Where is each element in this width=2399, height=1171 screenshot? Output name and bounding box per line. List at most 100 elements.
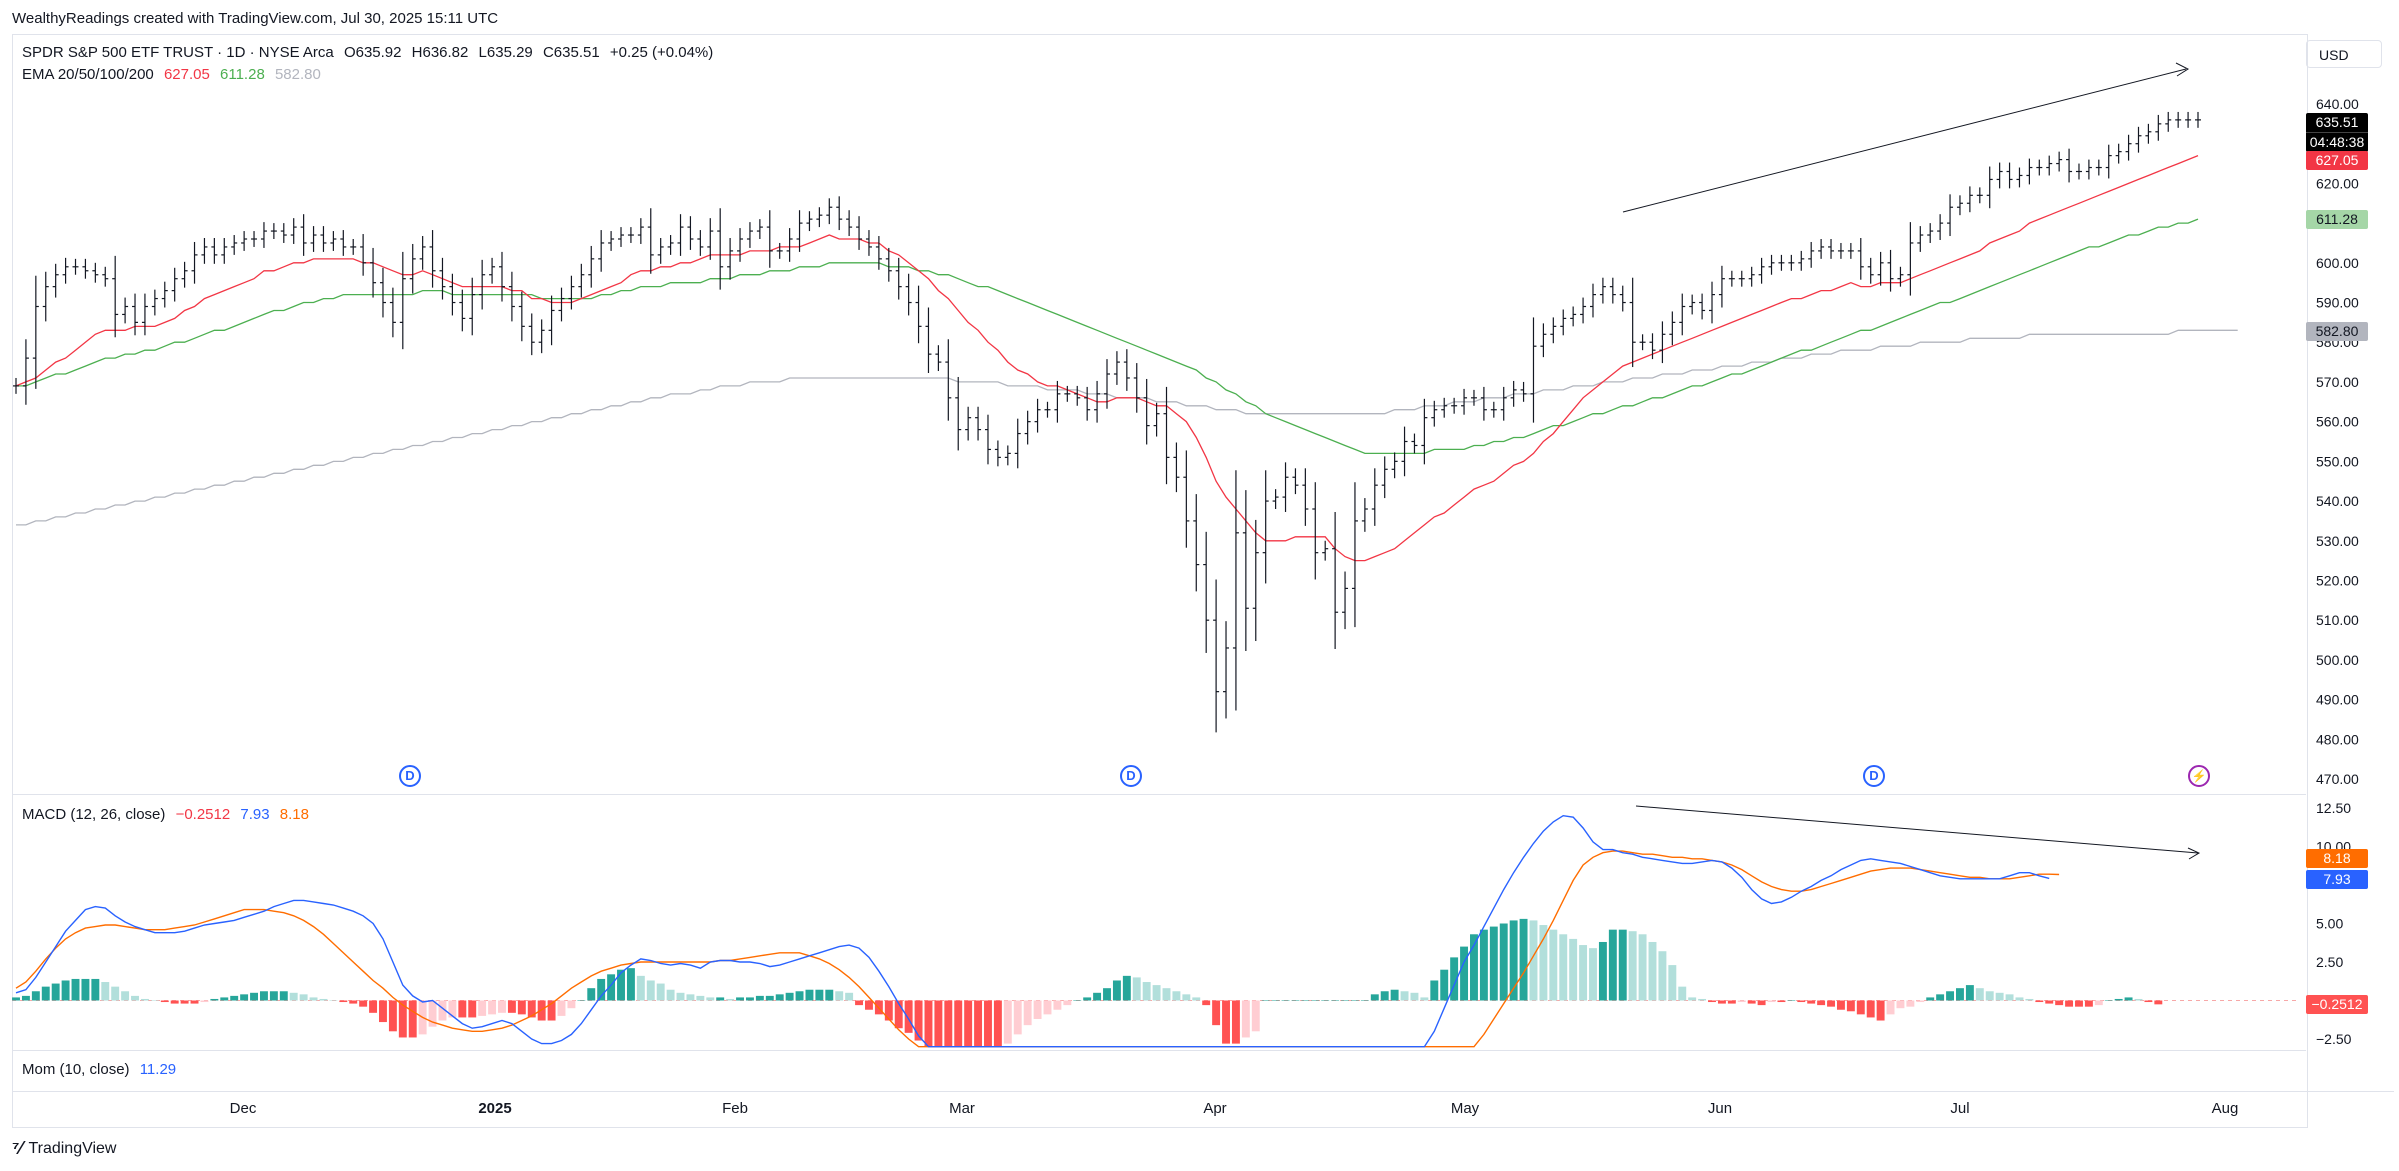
ema50-line bbox=[16, 218, 2199, 455]
macd-histogram-bar bbox=[210, 998, 219, 1001]
macd-histogram-bar bbox=[1212, 1000, 1221, 1026]
macd-histogram-bar bbox=[1569, 938, 1578, 1001]
macd-histogram-bar bbox=[359, 1000, 368, 1007]
macd-histogram-bar bbox=[1380, 991, 1389, 1001]
macd-label[interactable]: MACD (12, 26, close) bbox=[22, 806, 166, 823]
price-tick-label: 600.00 bbox=[2316, 255, 2359, 271]
macd-histogram-bar bbox=[567, 1000, 576, 1009]
macd-histogram-bar bbox=[607, 974, 616, 1001]
macd-histogram-bar bbox=[200, 1000, 209, 1003]
macd-histogram-bar bbox=[1995, 992, 2004, 1001]
macd-histogram-bar bbox=[61, 980, 70, 1001]
macd-histogram-bar bbox=[299, 994, 308, 1001]
macd-histogram-bar bbox=[1886, 1000, 1895, 1015]
macd-histogram-bar bbox=[1479, 929, 1488, 1001]
macd-histogram-bar bbox=[428, 1000, 437, 1027]
price-tick-label: 520.00 bbox=[2316, 572, 2359, 588]
macd-histogram-bar bbox=[974, 1000, 983, 1047]
macd-histogram-bar bbox=[1013, 1000, 1022, 1035]
price-trend-line bbox=[1622, 68, 2187, 213]
macd-histogram-bar bbox=[1598, 941, 1607, 1001]
macd-signal-value: 8.18 bbox=[279, 806, 309, 823]
macd-histogram-bar bbox=[1807, 1000, 1816, 1004]
symbol-label[interactable]: SPDR S&P 500 ETF TRUST · 1D · NYSE Arca bbox=[22, 44, 334, 61]
macd-histogram-bar bbox=[71, 978, 80, 1001]
macd-histogram-bar bbox=[1499, 923, 1508, 1001]
ema-label[interactable]: EMA 20/50/100/200 bbox=[22, 66, 154, 83]
macd-histogram-bar bbox=[498, 1000, 506, 1013]
macd-histogram-bar bbox=[527, 1000, 536, 1018]
macd-histogram-bar bbox=[1291, 1000, 1300, 1001]
chart-frame bbox=[12, 34, 2308, 1128]
macd-histogram-bar bbox=[1965, 985, 1974, 1001]
tradingview-logo-icon: ⁷⁄ bbox=[12, 1138, 23, 1158]
macd-line-value: 7.93 bbox=[240, 806, 270, 823]
month-jul: Jul bbox=[1950, 1100, 1970, 1117]
macd-histogram-bar bbox=[1311, 1000, 1320, 1001]
price-trend-arrow bbox=[2175, 62, 2190, 77]
macd-histogram-bar bbox=[2124, 997, 2133, 1001]
macd-histogram-bar bbox=[1152, 985, 1161, 1001]
lightning-icon[interactable]: ⚡ bbox=[2188, 765, 2210, 787]
month-mar: Mar bbox=[949, 1100, 975, 1117]
macd-histogram-bar bbox=[1827, 1000, 1835, 1007]
macd-histogram-bar bbox=[339, 1000, 348, 1003]
macd-histogram-bar bbox=[577, 1000, 586, 1001]
macd-histogram-bar bbox=[1182, 994, 1191, 1001]
macd-histogram-bar bbox=[1003, 1000, 1012, 1044]
macd-histogram-bar bbox=[1787, 1000, 1796, 1001]
macd-histogram-bar bbox=[190, 1000, 199, 1004]
macd-histogram-bar bbox=[954, 1000, 963, 1047]
macd-histogram-bar bbox=[904, 1000, 913, 1033]
macd-histogram-bar bbox=[726, 998, 735, 1001]
macd-histogram-bar bbox=[458, 1000, 467, 1018]
macd-histogram-bar bbox=[1975, 988, 1984, 1001]
macd-histogram-bar bbox=[656, 983, 665, 1001]
macd-histogram-bar bbox=[1817, 1000, 1826, 1006]
macd-hist-value: −0.2512 bbox=[175, 806, 231, 823]
dividend-marker[interactable]: D bbox=[399, 765, 421, 787]
macd-histogram-bar bbox=[1628, 931, 1637, 1001]
macd-histogram-bar bbox=[2094, 1000, 2103, 1006]
dividend-marker[interactable]: D bbox=[1863, 765, 1885, 787]
macd-histogram-bar bbox=[1618, 929, 1627, 1001]
macd-histogram-bar bbox=[478, 1000, 487, 1016]
macd-signal-tag: 8.18 bbox=[2306, 849, 2368, 868]
macd-histogram-bar bbox=[379, 1000, 387, 1023]
tradingview-logo[interactable]: ⁷⁄ TradingView bbox=[12, 1138, 116, 1159]
macd-histogram-bar bbox=[1549, 929, 1558, 1001]
macd-histogram-bar bbox=[1638, 934, 1647, 1001]
high-value: H636.82 bbox=[411, 44, 469, 61]
ema50-value: 611.28 bbox=[220, 66, 265, 83]
macd-histogram-bar bbox=[2084, 1000, 2093, 1007]
ema20-value: 627.05 bbox=[163, 66, 210, 83]
macd-histogram-bar bbox=[1341, 1000, 1349, 1001]
macd-histogram-bar bbox=[2005, 994, 2014, 1001]
macd-histogram-bar bbox=[1767, 1000, 1776, 1003]
macd-histogram-bar bbox=[1222, 1000, 1230, 1044]
macd-histogram-bar bbox=[369, 1000, 378, 1013]
macd-histogram-bar bbox=[765, 995, 774, 1001]
macd-histogram-bar bbox=[755, 995, 764, 1001]
month-aug: Aug bbox=[2211, 1100, 2239, 1117]
macd-histogram-bar bbox=[1122, 975, 1131, 1001]
macd-histogram-bar bbox=[1668, 965, 1677, 1001]
macd-histogram-bar bbox=[636, 975, 645, 1001]
macd-histogram-bar bbox=[468, 1000, 477, 1018]
macd-histogram-bar bbox=[1440, 969, 1449, 1001]
mom-legend: Mom (10, close) 11.29 bbox=[22, 1061, 176, 1078]
macd-histogram-bar bbox=[666, 989, 675, 1001]
macd-histogram-bar bbox=[587, 988, 596, 1001]
dividend-marker[interactable]: D bbox=[1120, 765, 1142, 787]
macd-histogram-bar bbox=[2134, 998, 2143, 1001]
macd-histogram-bar bbox=[160, 1000, 169, 1003]
macd-histogram-bar bbox=[1112, 980, 1121, 1001]
macd-histogram-bar bbox=[1916, 1000, 1925, 1003]
macd-histogram-bar bbox=[230, 995, 239, 1001]
macd-histogram-bar bbox=[1172, 991, 1181, 1001]
mom-label[interactable]: Mom (10, close) bbox=[22, 1061, 130, 1078]
currency-button[interactable]: USD bbox=[2306, 40, 2382, 68]
month-jun: Jun bbox=[1707, 1100, 1733, 1117]
price-legend: SPDR S&P 500 ETF TRUST · 1D · NYSE Arca … bbox=[22, 44, 713, 61]
